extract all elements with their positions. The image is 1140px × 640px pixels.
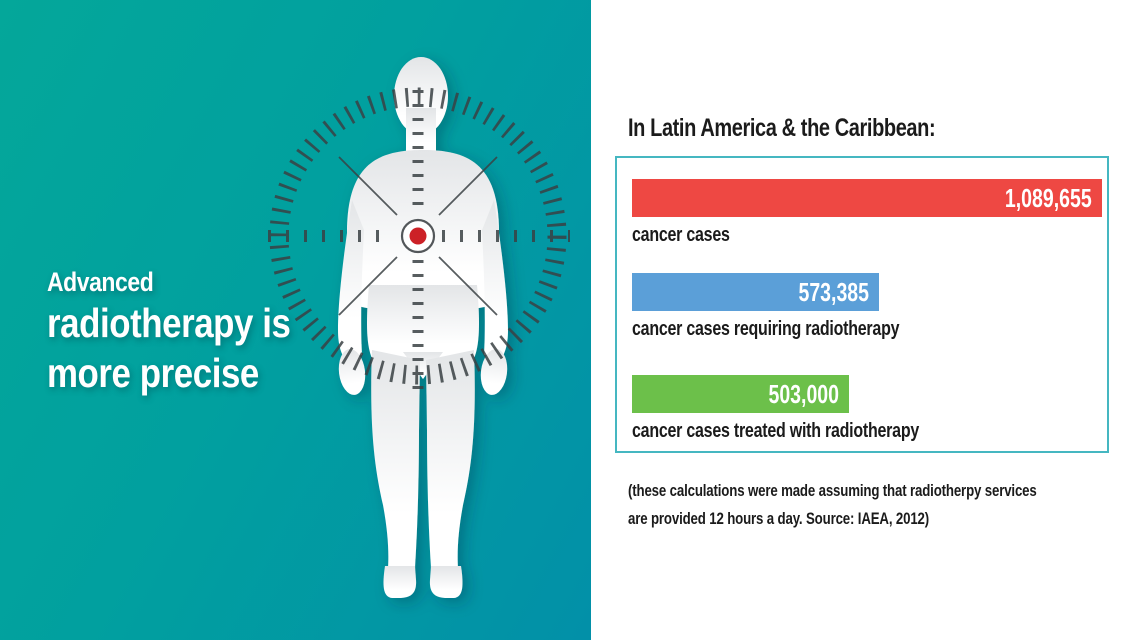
bar-label: cancer cases bbox=[632, 224, 730, 246]
headline-line2: radiotherapy is bbox=[47, 300, 291, 346]
section-title: In Latin America & the Caribbean: bbox=[628, 114, 936, 142]
right-panel: In Latin America & the Caribbean: 1,089,… bbox=[591, 0, 1140, 640]
bar-cancer-cases: 1,089,655 bbox=[632, 179, 1102, 217]
bar-value: 503,000 bbox=[768, 379, 839, 409]
bar-value: 573,385 bbox=[798, 277, 869, 307]
target-center-dot bbox=[409, 227, 427, 245]
body-silhouette-icon bbox=[338, 57, 508, 598]
bar-row-cases-treated-with-radiotherapy: 503,000 cancer cases treated with radiot… bbox=[632, 375, 1095, 443]
left-panel: Advanced radiotherapy is more precise bbox=[0, 0, 591, 640]
reticle-diagonal-lines bbox=[338, 156, 498, 316]
radiotherapy-target-reticle-icon bbox=[268, 87, 570, 398]
human-figure-with-target-graphic bbox=[268, 57, 570, 598]
bar-row-cases-requiring-radiotherapy: 573,385 cancer cases requiring radiother… bbox=[632, 273, 1095, 341]
bar-cases-requiring-radiotherapy: 573,385 bbox=[632, 273, 879, 311]
bar-cases-treated-with-radiotherapy: 503,000 bbox=[632, 375, 849, 413]
footnote: (these calculations were made assuming t… bbox=[628, 477, 1037, 533]
stats-box: 1,089,655 cancer cases 573,385 cancer ca… bbox=[615, 156, 1109, 453]
footnote-line1: (these calculations were made assuming t… bbox=[628, 481, 1037, 500]
bar-label: cancer cases treated with radiotherapy bbox=[632, 420, 920, 442]
headline: Advanced radiotherapy is more precise bbox=[47, 266, 291, 399]
headline-line3: more precise bbox=[47, 350, 259, 396]
footnote-line2: are provided 12 hours a day. Source: IAE… bbox=[628, 509, 930, 528]
headline-line1: Advanced bbox=[47, 267, 154, 297]
bar-value: 1,089,655 bbox=[1005, 183, 1092, 213]
bar-label: cancer cases requiring radiotherapy bbox=[632, 318, 900, 340]
bar-row-cancer-cases: 1,089,655 cancer cases bbox=[632, 179, 1102, 247]
